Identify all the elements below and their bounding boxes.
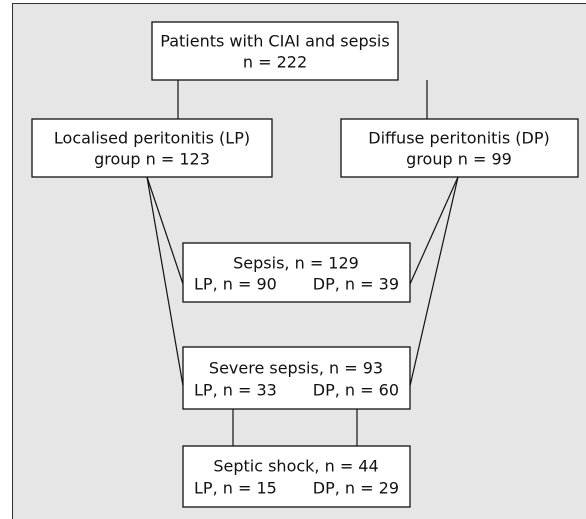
node-dp: DP, n = 29 (313, 479, 399, 498)
node-title: Sepsis, n = 129 (233, 254, 359, 273)
connector (146, 176, 184, 285)
node-text: group n = 99 (406, 150, 512, 169)
connector (409, 176, 459, 387)
connector (409, 176, 459, 285)
node-title: Severe sepsis, n = 93 (209, 359, 383, 378)
node-box (182, 445, 411, 508)
node-lp: LP, n = 15 (194, 479, 277, 498)
connector (146, 176, 184, 387)
node-lp: LP, n = 33 (194, 381, 277, 400)
node-text: group n = 123 (94, 150, 210, 169)
node-lp: LP, n = 90 (194, 275, 277, 294)
node-dp: DP, n = 39 (313, 275, 399, 294)
node-box (182, 346, 411, 410)
node-box (151, 21, 399, 81)
node-text: Patients with CIAI and sepsis (160, 32, 389, 51)
node-box (182, 242, 411, 303)
node-title: Septic shock, n = 44 (213, 457, 378, 476)
node-dp: DP, n = 60 (313, 381, 399, 400)
node-box (31, 118, 273, 178)
node-box (340, 118, 579, 178)
node-text: n = 222 (243, 53, 307, 72)
node-text: Localised peritonitis (LP) (54, 129, 250, 148)
node-text: Diffuse peritonitis (DP) (368, 129, 549, 148)
